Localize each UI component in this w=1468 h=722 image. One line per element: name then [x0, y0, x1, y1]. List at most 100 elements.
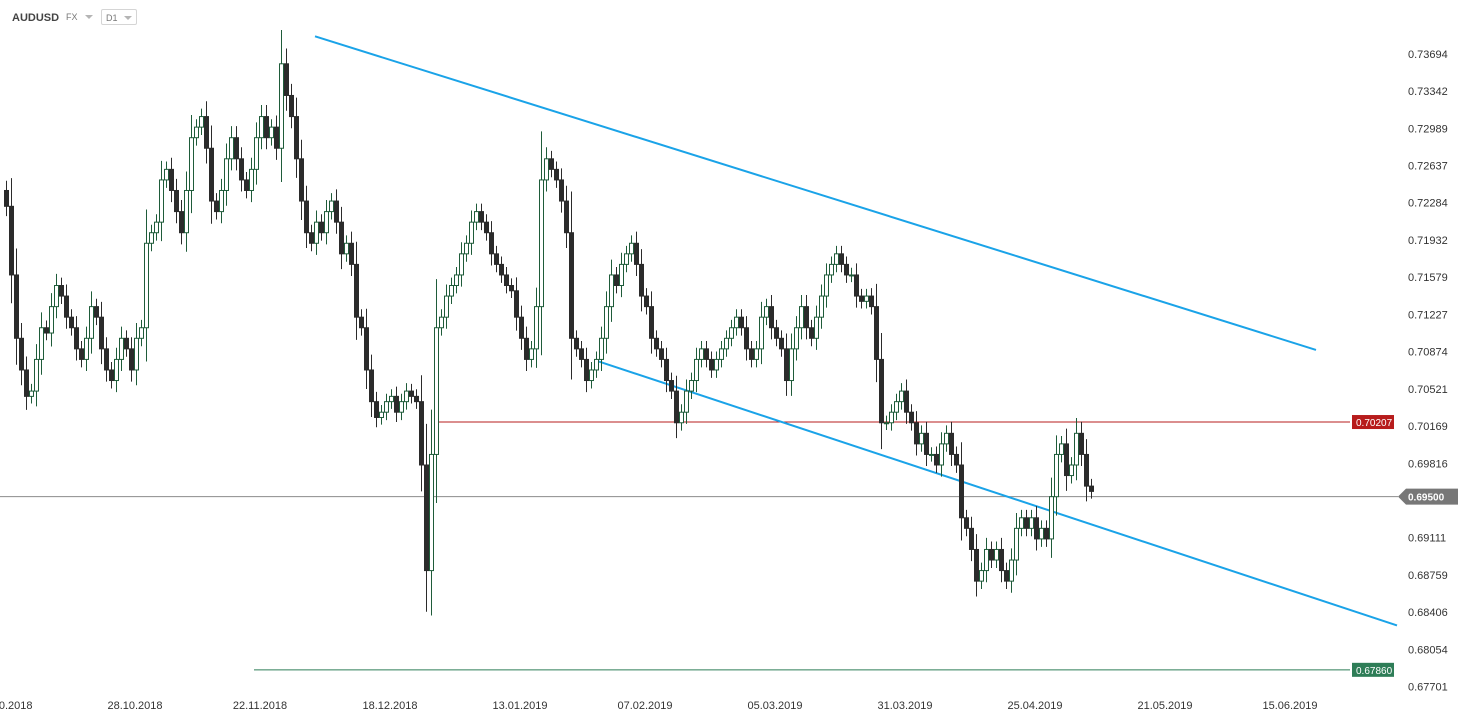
candle-body[interactable]: [1019, 517, 1024, 529]
candle-body[interactable]: [384, 401, 389, 413]
candle-body[interactable]: [1089, 485, 1094, 492]
candle-body[interactable]: [329, 200, 334, 213]
candle-body[interactable]: [789, 348, 794, 382]
candle-body[interactable]: [129, 348, 134, 371]
candle-body[interactable]: [444, 295, 449, 318]
candle-body[interactable]: [169, 168, 174, 191]
candle-body[interactable]: [914, 422, 919, 445]
candle-body[interactable]: [864, 295, 869, 302]
candle-body[interactable]: [1009, 559, 1014, 582]
candle-body[interactable]: [959, 464, 964, 519]
candle-body[interactable]: [54, 285, 59, 308]
candle-body[interactable]: [364, 327, 369, 371]
candle-body[interactable]: [324, 211, 329, 234]
candle-body[interactable]: [374, 401, 379, 418]
candle-body[interactable]: [74, 327, 79, 350]
candle-body[interactable]: [29, 390, 34, 397]
candle-body[interactable]: [724, 337, 729, 350]
candle-body[interactable]: [669, 380, 674, 392]
candle-body[interactable]: [354, 263, 359, 318]
candle-body[interactable]: [409, 390, 414, 397]
candle-body[interactable]: [349, 242, 354, 265]
candle-body[interactable]: [679, 411, 684, 424]
candle-body[interactable]: [264, 116, 269, 139]
candle-body[interactable]: [644, 295, 649, 308]
candle-body[interactable]: [754, 348, 759, 360]
candle-body[interactable]: [234, 137, 239, 160]
candle-body[interactable]: [79, 348, 84, 360]
candle-body[interactable]: [439, 316, 444, 329]
candle-body[interactable]: [239, 158, 244, 181]
candle-body[interactable]: [529, 348, 534, 360]
candle-body[interactable]: [924, 432, 929, 455]
candle-body[interactable]: [964, 517, 969, 529]
candle-body[interactable]: [419, 401, 424, 466]
candle-body[interactable]: [389, 395, 394, 403]
candle-body[interactable]: [984, 548, 989, 572]
candle-body[interactable]: [179, 211, 184, 234]
candle-body[interactable]: [734, 316, 739, 329]
candle-body[interactable]: [564, 200, 569, 234]
candle-body[interactable]: [869, 295, 874, 308]
candle-body[interactable]: [204, 116, 209, 149]
candle-body[interactable]: [624, 253, 629, 265]
candle-body[interactable]: [394, 395, 399, 413]
candle-body[interactable]: [314, 221, 319, 244]
candle-body[interactable]: [119, 337, 124, 360]
candle-body[interactable]: [949, 432, 954, 455]
candle-body[interactable]: [574, 337, 579, 350]
candle-body[interactable]: [189, 137, 194, 191]
candle-body[interactable]: [549, 158, 554, 170]
candle-body[interactable]: [269, 126, 274, 139]
candle-body[interactable]: [854, 274, 859, 297]
candle-body[interactable]: [14, 274, 19, 339]
timeframe-dropdown[interactable]: D1: [101, 9, 137, 25]
candle-body[interactable]: [39, 327, 44, 360]
candle-body[interactable]: [874, 306, 879, 360]
candle-body[interactable]: [764, 306, 769, 318]
candle-body[interactable]: [424, 464, 429, 572]
candle-body[interactable]: [979, 570, 984, 582]
candle-body[interactable]: [44, 327, 49, 334]
candle-body[interactable]: [884, 422, 889, 425]
candle-body[interactable]: [229, 137, 234, 160]
candle-body[interactable]: [894, 401, 899, 413]
candle-body[interactable]: [4, 189, 9, 207]
candle-body[interactable]: [339, 221, 344, 255]
candle-body[interactable]: [99, 316, 104, 350]
candle-body[interactable]: [379, 411, 384, 418]
candle-body[interactable]: [194, 126, 199, 139]
candle-body[interactable]: [1024, 517, 1029, 529]
candle-body[interactable]: [139, 327, 144, 339]
market-dropdown[interactable]: FX: [62, 9, 93, 25]
candle-body[interactable]: [934, 453, 939, 466]
candle-body[interactable]: [799, 306, 804, 329]
candle-body[interactable]: [109, 369, 114, 382]
candle-body[interactable]: [134, 337, 139, 371]
candle-body[interactable]: [334, 200, 339, 223]
candle-body[interactable]: [69, 316, 74, 329]
candle-body[interactable]: [539, 179, 544, 308]
candle-body[interactable]: [434, 327, 439, 455]
candle-body[interactable]: [694, 358, 699, 382]
candle-body[interactable]: [449, 285, 454, 297]
candle-body[interactable]: [769, 306, 774, 329]
candle-body[interactable]: [739, 316, 744, 329]
candle-body[interactable]: [429, 453, 434, 572]
candle-body[interactable]: [994, 548, 999, 561]
candle-body[interactable]: [404, 390, 409, 403]
candle-body[interactable]: [584, 358, 589, 382]
candle-body[interactable]: [794, 327, 799, 350]
candle-body[interactable]: [664, 358, 669, 382]
candle-body[interactable]: [559, 179, 564, 202]
candle-body[interactable]: [654, 337, 659, 350]
candle-body[interactable]: [689, 380, 694, 392]
candle-body[interactable]: [59, 285, 64, 297]
candle-body[interactable]: [999, 548, 1004, 572]
candle-body[interactable]: [309, 232, 314, 244]
candle-body[interactable]: [759, 316, 764, 350]
candle-body[interactable]: [514, 290, 519, 318]
candle-body[interactable]: [104, 348, 109, 371]
candle-body[interactable]: [629, 242, 634, 255]
candle-body[interactable]: [504, 274, 509, 287]
